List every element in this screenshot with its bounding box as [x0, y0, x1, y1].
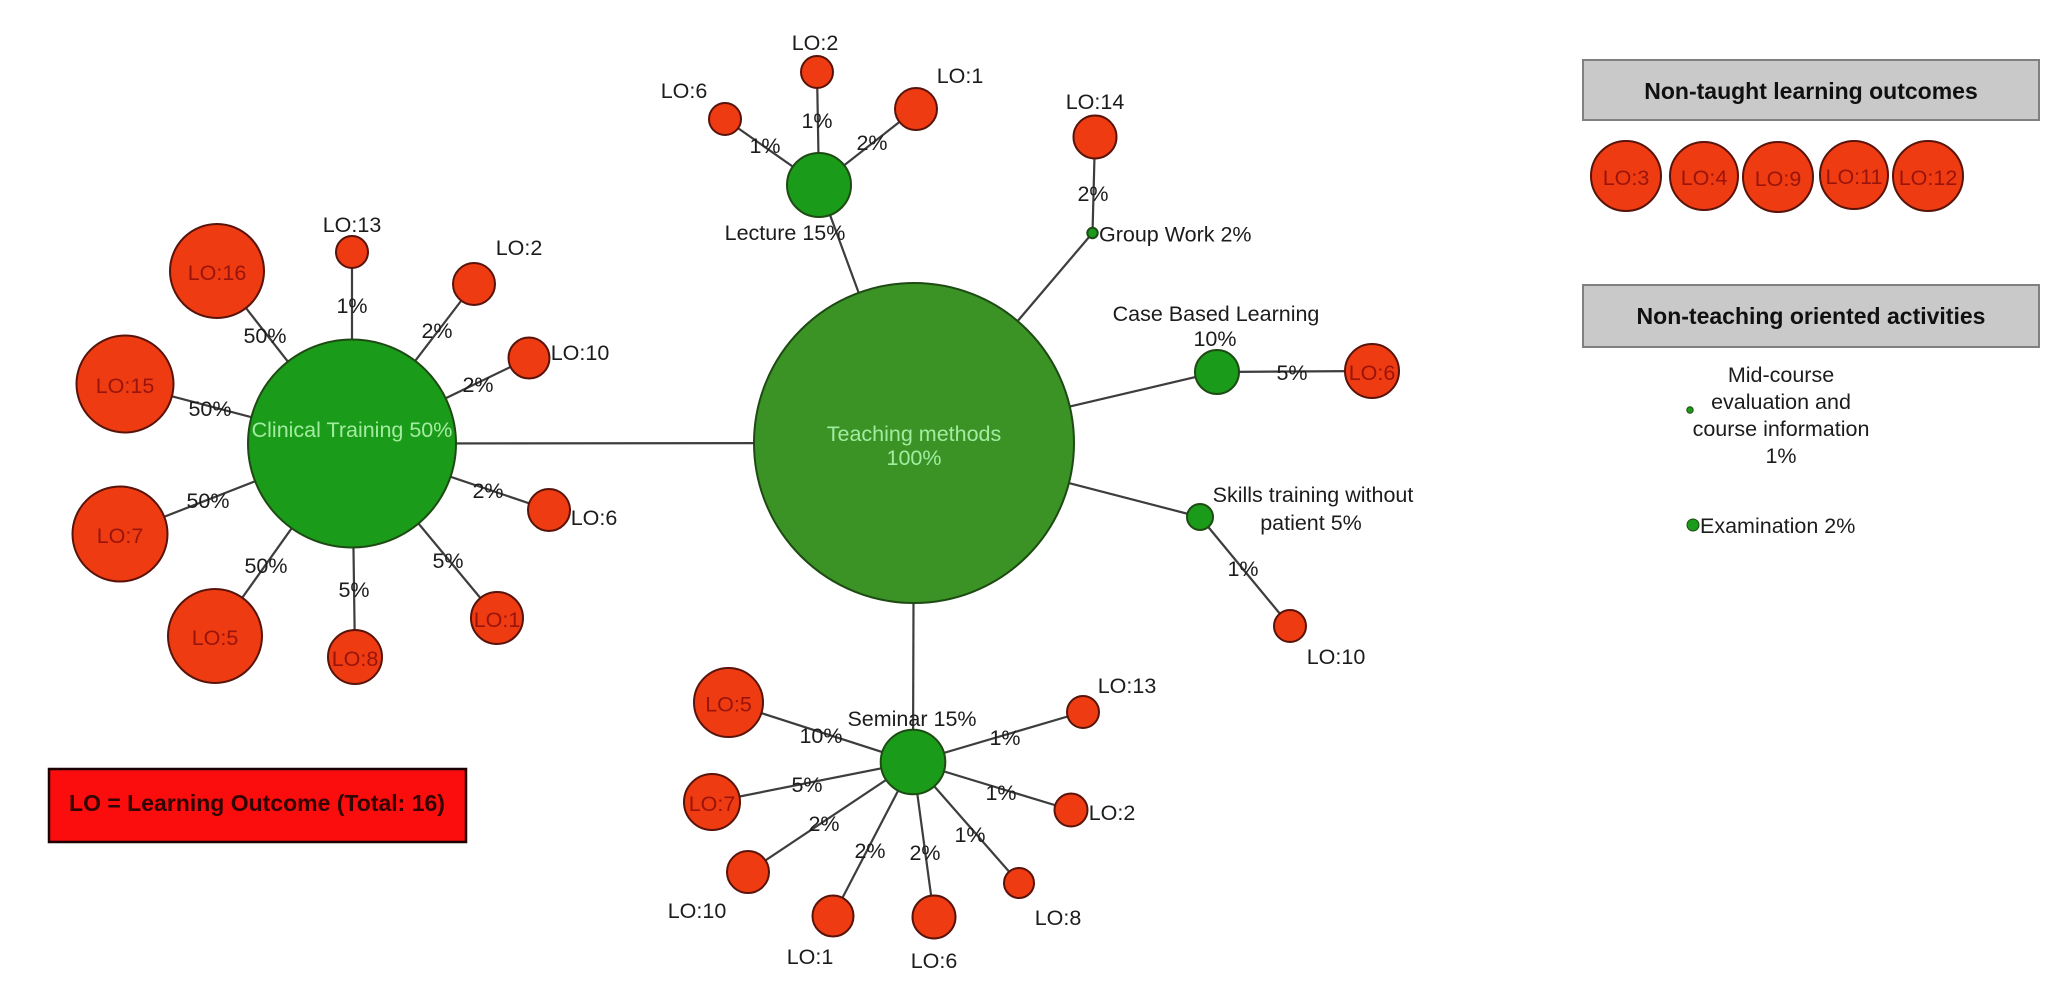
- svg-text:patient 5%: patient 5%: [1260, 511, 1362, 535]
- svg-text:Examination 2%: Examination 2%: [1700, 514, 1855, 538]
- svg-text:LO:16: LO:16: [188, 261, 247, 285]
- svg-text:Non-taught learning outcomes: Non-taught learning outcomes: [1644, 78, 1978, 104]
- svg-text:LO:6: LO:6: [661, 79, 708, 103]
- svg-text:LO:10: LO:10: [551, 341, 610, 365]
- svg-text:2%: 2%: [909, 841, 940, 865]
- svg-text:LO:6: LO:6: [911, 949, 958, 973]
- svg-text:2%: 2%: [472, 479, 503, 503]
- svg-text:Seminar 15%: Seminar 15%: [847, 707, 976, 731]
- svg-text:LO:10: LO:10: [1307, 645, 1366, 669]
- svg-text:LO:2: LO:2: [792, 31, 839, 55]
- svg-text:LO:3: LO:3: [1603, 166, 1650, 190]
- svg-text:LO:9: LO:9: [1755, 167, 1802, 191]
- svg-text:2%: 2%: [808, 812, 839, 836]
- svg-text:LO:7: LO:7: [97, 524, 144, 548]
- svg-text:LO:10: LO:10: [668, 899, 727, 923]
- svg-text:evaluation and: evaluation and: [1711, 390, 1851, 414]
- svg-text:1%: 1%: [336, 294, 367, 318]
- svg-text:5%: 5%: [338, 578, 369, 602]
- svg-text:LO:7: LO:7: [689, 792, 736, 816]
- svg-text:LO:15: LO:15: [96, 374, 155, 398]
- svg-text:LO = Learning Outcome (Total:: LO = Learning Outcome (Total: 16): [69, 790, 445, 816]
- svg-text:2%: 2%: [462, 373, 493, 397]
- svg-text:Lecture 15%: Lecture 15%: [725, 221, 846, 245]
- svg-text:Group Work 2%: Group Work 2%: [1099, 223, 1252, 247]
- svg-text:5%: 5%: [432, 549, 463, 573]
- svg-text:1%: 1%: [801, 109, 832, 133]
- svg-text:Teaching methods: Teaching methods: [827, 422, 1002, 446]
- svg-text:LO:6: LO:6: [1349, 361, 1396, 385]
- svg-text:50%: 50%: [188, 397, 231, 421]
- svg-text:LO:12: LO:12: [1899, 166, 1958, 190]
- svg-text:100%: 100%: [887, 446, 942, 470]
- svg-text:Mid-course: Mid-course: [1728, 363, 1834, 387]
- svg-text:LO:2: LO:2: [1089, 801, 1136, 825]
- svg-text:5%: 5%: [1276, 361, 1307, 385]
- svg-text:LO:8: LO:8: [332, 647, 379, 671]
- svg-text:1%: 1%: [989, 726, 1020, 750]
- svg-text:Skills training without: Skills training without: [1213, 483, 1414, 507]
- svg-text:50%: 50%: [244, 554, 287, 578]
- svg-text:course information: course information: [1693, 417, 1870, 441]
- svg-text:10%: 10%: [1193, 327, 1236, 351]
- svg-text:Clinical Training 50%: Clinical Training 50%: [252, 418, 453, 442]
- svg-text:2%: 2%: [856, 131, 887, 155]
- svg-text:2%: 2%: [1077, 182, 1108, 206]
- svg-text:LO:2: LO:2: [496, 236, 543, 260]
- svg-text:LO:11: LO:11: [1826, 165, 1883, 189]
- svg-text:2%: 2%: [421, 319, 452, 343]
- svg-text:Non-teaching oriented activiti: Non-teaching oriented activities: [1637, 303, 1986, 329]
- svg-text:LO:13: LO:13: [323, 213, 382, 237]
- svg-text:LO:5: LO:5: [192, 626, 239, 650]
- svg-text:1%: 1%: [954, 823, 985, 847]
- svg-text:LO:1: LO:1: [474, 608, 521, 632]
- svg-text:LO:6: LO:6: [571, 506, 618, 530]
- svg-text:LO:8: LO:8: [1035, 906, 1082, 930]
- svg-text:1%: 1%: [1227, 557, 1258, 581]
- svg-text:2%: 2%: [854, 839, 885, 863]
- svg-text:LO:5: LO:5: [705, 693, 752, 717]
- svg-text:Case Based Learning: Case Based Learning: [1113, 302, 1320, 326]
- svg-text:1%: 1%: [749, 134, 780, 158]
- svg-text:LO:1: LO:1: [937, 64, 984, 88]
- svg-text:LO:13: LO:13: [1098, 674, 1157, 698]
- svg-text:50%: 50%: [186, 489, 229, 513]
- svg-text:1%: 1%: [985, 781, 1016, 805]
- svg-text:10%: 10%: [799, 724, 842, 748]
- svg-text:1%: 1%: [1765, 444, 1796, 468]
- svg-text:5%: 5%: [791, 773, 822, 797]
- svg-text:LO:4: LO:4: [1681, 166, 1728, 190]
- svg-text:LO:14: LO:14: [1066, 90, 1125, 114]
- svg-text:50%: 50%: [243, 324, 286, 348]
- svg-text:LO:1: LO:1: [787, 945, 834, 969]
